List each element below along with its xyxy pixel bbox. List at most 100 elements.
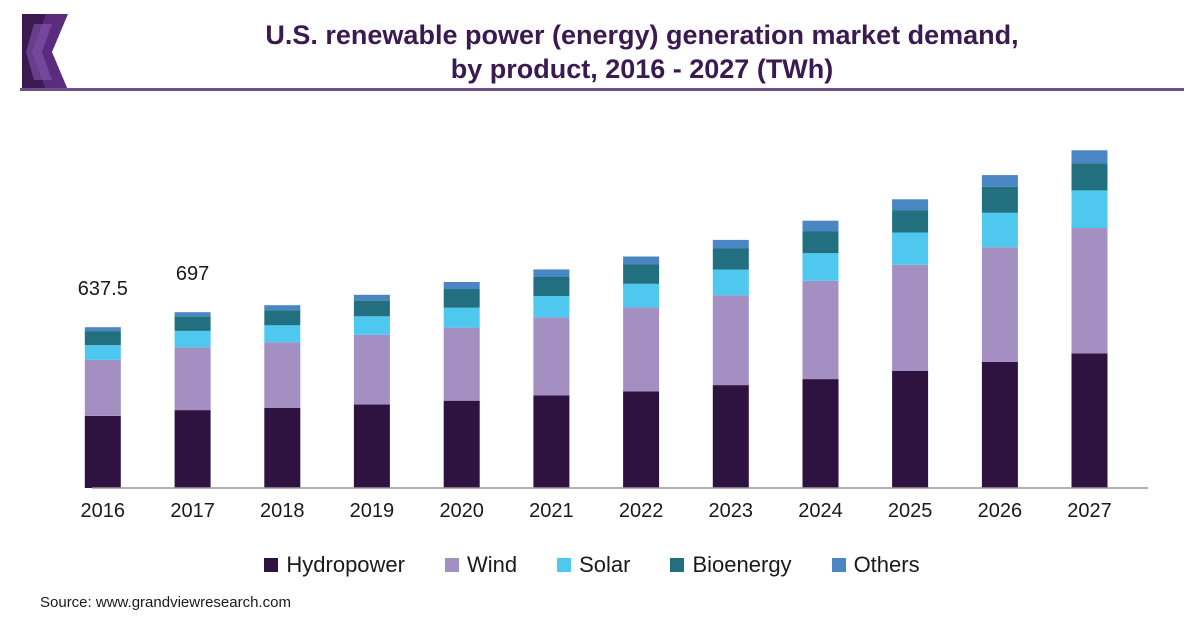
legend-swatch-solar — [557, 558, 572, 572]
data-labels: 637.5 697 — [78, 263, 210, 300]
chart-title-line-2: by product, 2016 - 2027 (TWh) — [450, 54, 834, 84]
bar-segment-wind-2024 — [802, 281, 839, 380]
bar-segment-hydropower-2019 — [353, 404, 390, 488]
legend-item-others: Others — [831, 552, 920, 578]
bar-segment-bioenergy-2021 — [533, 276, 570, 297]
bar-segment-wind-2016 — [84, 359, 121, 416]
data-label-2016: 637.5 — [78, 278, 128, 300]
legend-item-hydropower: Hydropower — [264, 552, 405, 578]
bar-segment-hydropower-2023 — [712, 385, 749, 488]
bar-segment-solar-2024 — [802, 253, 839, 281]
chart-header: U.S. renewable power (energy) generation… — [0, 0, 1184, 96]
chart-title: U.S. renewable power (energy) generation… — [100, 18, 1184, 86]
x-tick-label-2027: 2027 — [1067, 500, 1112, 522]
legend-item-bioenergy: Bioenergy — [670, 552, 792, 578]
bar-segment-others-2025 — [892, 199, 929, 211]
bar-segment-bioenergy-2023 — [712, 248, 749, 270]
bar-segment-wind-2022 — [623, 307, 660, 392]
grand-view-research-logo-icon — [22, 14, 68, 90]
source-note: Source: www.grandviewresearch.com — [40, 594, 291, 611]
bar-segment-bioenergy-2027 — [1071, 163, 1108, 191]
x-tick-label-2026: 2026 — [978, 500, 1023, 522]
legend-label-hydropower: Hydropower — [286, 552, 405, 577]
bar-segment-wind-2017 — [174, 347, 211, 411]
x-tick-label-2020: 2020 — [439, 500, 484, 522]
x-tick-label-2019: 2019 — [350, 500, 395, 522]
x-tick-label-2023: 2023 — [709, 500, 754, 522]
x-tick-label-2016: 2016 — [81, 500, 126, 522]
x-tick-label-2018: 2018 — [260, 500, 305, 522]
bar-segment-wind-2027 — [1071, 228, 1108, 354]
legend-swatch-others — [831, 558, 846, 572]
bar-segment-solar-2017 — [174, 330, 211, 348]
bar-segment-bioenergy-2020 — [443, 289, 480, 308]
bar-segment-hydropower-2021 — [533, 395, 570, 488]
chart-title-line-1: U.S. renewable power (energy) generation… — [265, 20, 1019, 50]
bar-segment-wind-2019 — [353, 334, 390, 405]
bar-segment-hydropower-2020 — [443, 400, 480, 488]
bar-segment-others-2023 — [712, 239, 749, 249]
bar-segment-hydropower-2018 — [264, 407, 301, 488]
bar-segment-solar-2022 — [623, 283, 660, 308]
legend-swatch-hydropower — [264, 558, 279, 572]
bar-segment-others-2020 — [443, 282, 480, 290]
bar-segment-hydropower-2025 — [892, 371, 929, 488]
legend-item-wind: Wind — [445, 552, 517, 578]
bar-segment-others-2027 — [1071, 150, 1108, 164]
bar-segment-solar-2016 — [84, 345, 121, 360]
bar-segment-solar-2026 — [981, 212, 1018, 248]
x-tick-label-2017: 2017 — [170, 500, 215, 522]
bar-segment-hydropower-2017 — [174, 410, 211, 488]
bar-segment-others-2024 — [802, 220, 839, 232]
bar-segment-hydropower-2027 — [1071, 353, 1108, 488]
legend-label-others: Others — [853, 552, 920, 577]
bar-segment-others-2026 — [981, 175, 1018, 187]
x-tick-label-2021: 2021 — [529, 500, 574, 522]
bar-segment-others-2016 — [84, 327, 121, 332]
bar-segment-wind-2021 — [533, 317, 570, 396]
bar-segment-others-2021 — [533, 269, 570, 277]
bar-segment-hydropower-2016 — [84, 415, 121, 488]
bar-segment-solar-2025 — [892, 232, 929, 265]
bar-segment-wind-2025 — [892, 264, 929, 371]
bar-segment-wind-2020 — [443, 327, 480, 401]
legend-item-solar: Solar — [557, 552, 630, 578]
bar-segment-bioenergy-2022 — [623, 264, 660, 284]
legend-label-bioenergy: Bioenergy — [692, 552, 792, 577]
bar-segment-bioenergy-2016 — [84, 331, 121, 346]
bar-segment-wind-2026 — [981, 247, 1018, 362]
bar-segment-hydropower-2022 — [623, 391, 660, 488]
bar-segment-hydropower-2024 — [802, 379, 839, 488]
bar-segment-others-2022 — [623, 256, 660, 265]
bar-segment-wind-2023 — [712, 295, 749, 386]
bar-segment-others-2019 — [353, 294, 390, 301]
x-tick-label-2025: 2025 — [888, 500, 933, 522]
bar-segment-solar-2023 — [712, 269, 749, 296]
bar-segment-bioenergy-2024 — [802, 231, 839, 254]
legend-swatch-bioenergy — [670, 558, 685, 572]
bar-segment-bioenergy-2017 — [174, 316, 211, 331]
bar-segment-wind-2018 — [264, 342, 301, 408]
bar-segment-solar-2018 — [264, 325, 301, 343]
bar-segment-others-2017 — [174, 312, 211, 317]
legend-label-solar: Solar — [579, 552, 631, 577]
bar-segment-solar-2027 — [1071, 190, 1108, 228]
bar-segment-solar-2020 — [443, 307, 480, 328]
bar-segment-bioenergy-2026 — [981, 186, 1018, 213]
x-tick-label-2022: 2022 — [619, 500, 664, 522]
bar-group — [84, 150, 1108, 488]
chart-legend: Hydropower Wind Solar Bioenergy Others — [0, 552, 1184, 578]
bar-segment-bioenergy-2018 — [264, 310, 301, 326]
data-label-2017: 697 — [176, 263, 209, 285]
x-tick-label-2024: 2024 — [798, 500, 843, 522]
stacked-bar-chart: 2016 2017 2018 2019 2020 2021 2022 2023 2024 2025… — [78, 150, 1148, 522]
legend-swatch-wind — [445, 558, 459, 572]
bar-segment-solar-2021 — [533, 296, 570, 318]
bar-segment-others-2018 — [264, 305, 301, 311]
legend-label-wind: Wind — [467, 552, 518, 577]
x-axis-tick-labels: 2016 2017 2018 2019 2020 2021 2022 2023 2024 2025… — [81, 500, 1112, 522]
bar-segment-hydropower-2026 — [981, 361, 1018, 488]
bar-segment-bioenergy-2025 — [892, 210, 929, 233]
header-divider — [20, 88, 1184, 91]
bar-segment-bioenergy-2019 — [353, 300, 390, 317]
